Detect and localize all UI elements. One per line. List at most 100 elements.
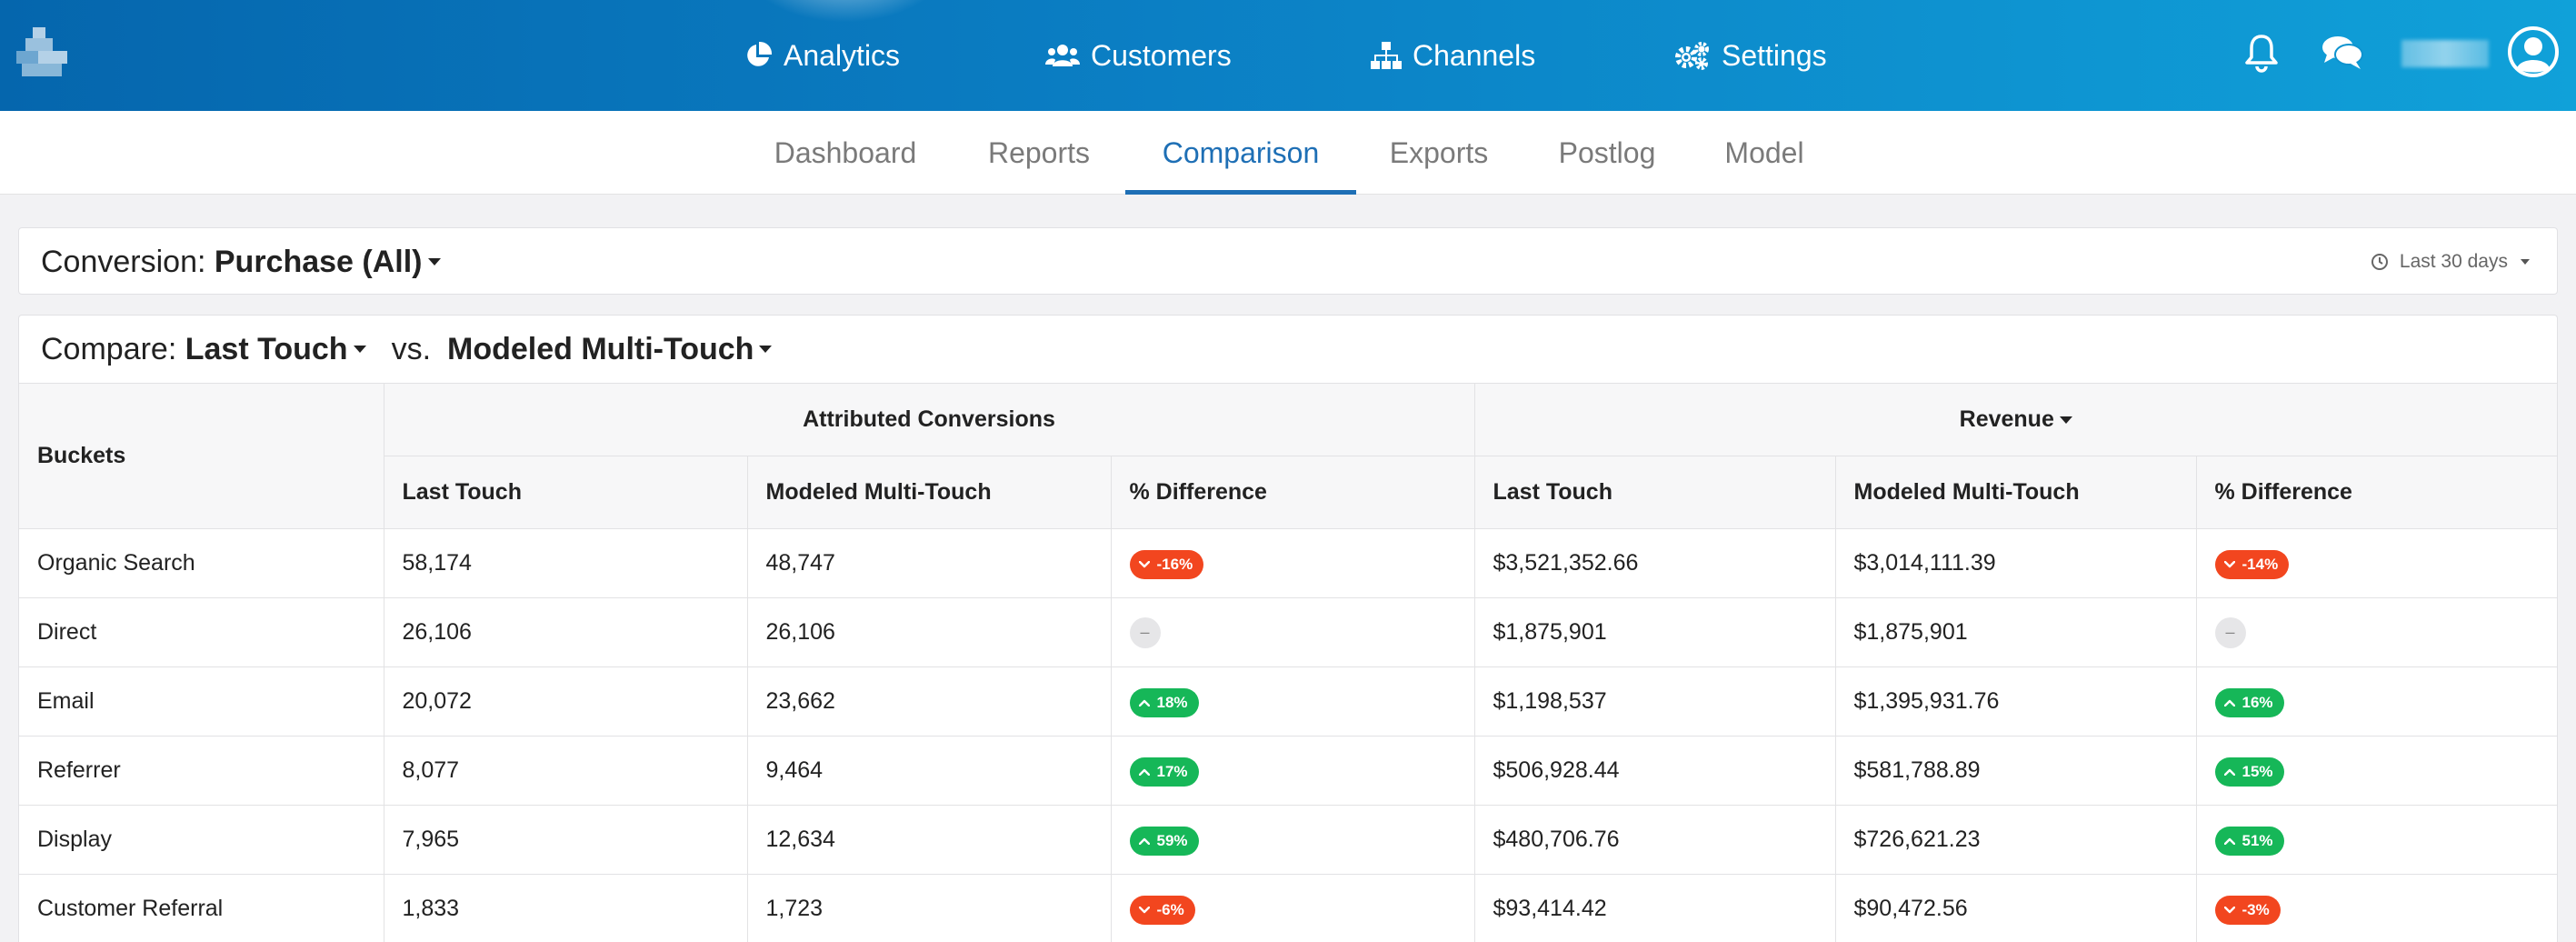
conversions-multi-touch-cell: 48,747 [746, 528, 1112, 598]
bucket-name-cell: Organic Search [19, 528, 384, 598]
caret-down-icon [759, 346, 773, 353]
notifications-button[interactable] [2243, 33, 2280, 77]
tab-postlog[interactable]: Postlog [1543, 111, 1671, 195]
conversion-selector[interactable]: Conversion: Purchase (All) [41, 228, 441, 296]
compare-header: Compare: Last Touch vs. Modeled Multi-To… [41, 316, 773, 383]
bucket-name-cell: Display [19, 805, 384, 875]
nav-analytics-label: Analytics [784, 38, 901, 72]
compare-label: Compare: [41, 331, 177, 366]
conversions-difference-cell: -6% [1110, 874, 1475, 942]
user-avatar-icon [2508, 26, 2559, 77]
revenue-header-dropdown[interactable]: Revenue [1473, 383, 2557, 456]
gears-icon [1675, 42, 1709, 70]
nav-customers[interactable]: Customers [1045, 0, 1232, 111]
nav-settings[interactable]: Settings [1674, 0, 1827, 111]
table-row: Display 7,965 12,634 59% $480,706.76 $726,621… [19, 805, 2557, 875]
sub-navigation: Dashboard Reports Comparison Exports Pos… [0, 111, 2576, 195]
chevron-down-icon [1138, 560, 1150, 567]
chevron-up-icon [1138, 699, 1150, 706]
conversions-multi-touch-cell: 26,106 [746, 597, 1112, 667]
top-navigation-bar: Analytics Customers Channels [0, 0, 2576, 111]
revenue-difference-cell: -14% [2195, 528, 2557, 598]
column-header[interactable]: Last Touch [384, 456, 748, 529]
tab-dashboard-label: Dashboard [774, 135, 917, 169]
revenue-multi-touch-cell: $1,395,931.76 [1834, 666, 2197, 737]
users-icon [1045, 45, 1080, 66]
revenue-multi-touch-cell: $581,788.89 [1834, 736, 2197, 806]
no-change-badge: – [1129, 616, 1161, 648]
revenue-last-touch-cell: $93,414.42 [1473, 874, 1836, 942]
user-menu-button[interactable] [2507, 25, 2560, 83]
column-header[interactable]: % Difference [2195, 456, 2557, 529]
chevron-up-icon [2223, 837, 2235, 845]
tab-model-label: Model [1724, 135, 1804, 169]
nav-channels-label: Channels [1413, 38, 1536, 72]
chevron-down-icon [2223, 560, 2235, 567]
tab-dashboard[interactable]: Dashboard [758, 111, 933, 195]
percent-difference-value: -16% [1156, 555, 1193, 573]
attributed-conversions-header: Attributed Conversions [383, 383, 1475, 456]
revenue-multi-touch-cell: $3,014,111.39 [1834, 528, 2197, 598]
tab-exports[interactable]: Exports [1369, 111, 1509, 195]
tab-comparison[interactable]: Comparison [1125, 111, 1356, 195]
increase-badge: 59% [1129, 826, 1199, 856]
caret-down-icon [427, 258, 441, 266]
conversions-last-touch-cell: 7,965 [383, 805, 748, 875]
caret-down-icon [2521, 259, 2530, 265]
column-header[interactable]: Modeled Multi-Touch [1834, 456, 2197, 529]
sitemap-icon [1371, 42, 1402, 69]
revenue-last-touch-cell: $3,521,352.66 [1473, 528, 1836, 598]
pie-chart-icon [747, 41, 773, 66]
conversions-multi-touch-cell: 1,723 [746, 874, 1112, 942]
tab-postlog-label: Postlog [1558, 135, 1656, 169]
revenue-difference-cell: 16% [2195, 666, 2557, 737]
no-change-badge: – [2214, 616, 2246, 648]
nav-channels[interactable]: Channels [1371, 0, 1535, 111]
chevron-up-icon [2223, 699, 2235, 706]
conversions-difference-cell: 59% [1110, 805, 1475, 875]
caret-down-icon [2059, 416, 2072, 425]
conversions-last-touch-cell: 58,174 [383, 528, 748, 598]
bucket-name-cell: Referrer [19, 736, 384, 806]
nav-customers-label: Customers [1091, 38, 1232, 72]
messages-button[interactable] [2321, 35, 2363, 75]
chevron-up-icon [1138, 837, 1150, 845]
chevron-up-icon [1138, 768, 1150, 776]
conversions-last-touch-cell: 1,833 [383, 874, 748, 942]
revenue-difference-cell: 51% [2195, 805, 2557, 875]
percent-difference-value: 59% [1156, 831, 1188, 849]
revenue-last-touch-cell: $506,928.44 [1473, 736, 1836, 806]
increase-badge: 18% [1129, 687, 1199, 717]
revenue-multi-touch-cell: $90,472.56 [1834, 874, 2197, 942]
table-row: Organic Search 58,174 48,747 -16% $3,521,352… [19, 528, 2557, 598]
revenue-difference-cell: – [2195, 597, 2557, 667]
nav-analytics[interactable]: Analytics [744, 0, 900, 111]
comparison-table: Buckets Attributed Conversions Revenue L… [19, 383, 2557, 942]
increase-badge: 15% [2214, 757, 2284, 787]
conversions-last-touch-cell: 20,072 [383, 666, 748, 737]
nav-settings-label: Settings [1722, 38, 1827, 72]
date-range-dropdown[interactable]: Last 30 days [2371, 228, 2530, 296]
revenue-multi-touch-cell: $726,621.23 [1834, 805, 2197, 875]
conversion-value: Purchase (All) [214, 244, 423, 279]
column-header[interactable]: Last Touch [1473, 456, 1836, 529]
chevron-down-icon [2223, 906, 2235, 913]
bucket-name-cell: Customer Referral [19, 874, 384, 942]
table-row: Direct 26,106 26,106– $1,875,901 $1,875,901– [19, 597, 2557, 667]
decrease-badge: -6% [1129, 895, 1195, 925]
bucket-name-cell: Direct [19, 597, 384, 667]
right-model-dropdown[interactable]: Modeled Multi-Touch [447, 331, 754, 366]
tab-model[interactable]: Model [1705, 111, 1823, 195]
conversions-difference-cell: 18% [1110, 666, 1475, 737]
tab-reports[interactable]: Reports [967, 111, 1111, 195]
decrease-badge: -16% [1129, 549, 1204, 579]
user-name-blurred [2401, 40, 2489, 67]
increase-badge: 51% [2214, 826, 2284, 856]
tab-reports-label: Reports [987, 135, 1091, 169]
column-header[interactable]: Modeled Multi-Touch [746, 456, 1112, 529]
column-header[interactable]: % Difference [1110, 456, 1475, 529]
revenue-multi-touch-cell: $1,875,901 [1834, 597, 2197, 667]
company-logo[interactable] [16, 27, 71, 78]
buckets-header[interactable]: Buckets [19, 383, 384, 529]
left-model-dropdown[interactable]: Last Touch [185, 331, 348, 366]
